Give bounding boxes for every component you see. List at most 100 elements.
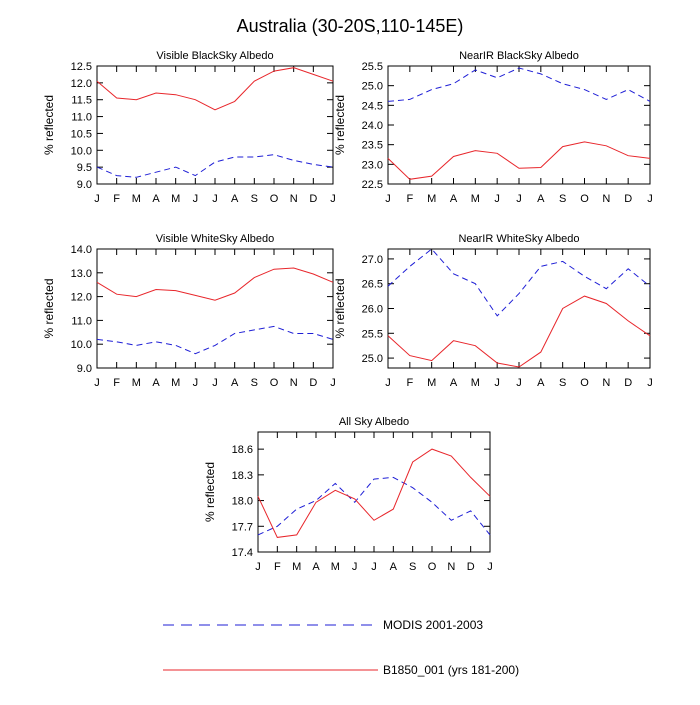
y-tick-label: 25.5 [362, 328, 383, 340]
y-axis-label: % reflected [42, 95, 56, 155]
x-tick-label: M [292, 561, 301, 573]
y-axis-label: % reflected [203, 462, 217, 522]
x-tick-label: J [516, 377, 522, 389]
x-tick-label: A [231, 193, 239, 205]
y-tick-label: 12.5 [71, 61, 92, 73]
x-tick-label: J [494, 193, 500, 205]
model-series-line [96, 267, 334, 301]
x-tick-label: A [450, 377, 458, 389]
panel-title: All Sky Albedo [339, 416, 409, 428]
y-axis-label: % reflected [333, 278, 347, 338]
x-tick-label: J [330, 377, 336, 389]
modis-series-line [387, 248, 651, 317]
x-tick-label: J [212, 193, 218, 205]
y-tick-label: 24.5 [362, 100, 383, 112]
panel-nearir-blacksky: NearIR BlackSky Albedo % reflected J F M A M J J… [333, 50, 653, 205]
y-tick-label: 9.5 [77, 162, 92, 174]
x-tick-label: N [602, 193, 610, 205]
x-tick-label: A [312, 561, 320, 573]
x-tick-label: J [487, 561, 493, 573]
y-tick-label: 11.5 [71, 95, 92, 107]
x-tick-label: J [385, 193, 391, 205]
x-tick-label: N [447, 561, 455, 573]
y-tick-label: 18.3 [232, 470, 253, 482]
x-tick-label: J [94, 193, 100, 205]
y-tick-label: 23.0 [362, 159, 383, 171]
x-tick-label: M [471, 377, 480, 389]
y-axis-label: % reflected [42, 278, 56, 338]
y-tick-label: 18.6 [232, 444, 253, 456]
plot-frame [387, 248, 651, 369]
x-tick-label: J [94, 377, 100, 389]
legend-model-label: B1850_001 (yrs 181-200) [383, 663, 519, 677]
x-tick-label: S [409, 561, 416, 573]
x-tick-label: D [624, 377, 632, 389]
x-tick-label: F [113, 377, 120, 389]
x-tick-label: M [171, 193, 180, 205]
x-tick-label: O [428, 561, 437, 573]
x-tick-label: F [406, 377, 413, 389]
x-tick-label: N [290, 193, 298, 205]
model-series-line [96, 67, 334, 111]
x-tick-label: O [580, 377, 589, 389]
y-tick-label: 22.5 [362, 179, 383, 191]
y-tick-label: 25.5 [362, 61, 383, 73]
x-tick-label: D [309, 193, 317, 205]
y-tick-label: 10.0 [71, 145, 92, 157]
x-tick-label: J [647, 377, 653, 389]
x-tick-label: J [193, 193, 199, 205]
x-tick-label: J [516, 193, 522, 205]
x-tick-label: M [331, 561, 340, 573]
x-tick-label: S [251, 377, 258, 389]
x-tick-label: D [467, 561, 475, 573]
x-tick-label: F [274, 561, 281, 573]
x-tick-label: A [450, 193, 458, 205]
y-tick-label: 25.0 [362, 353, 383, 365]
y-tick-label: 24.0 [362, 120, 383, 132]
panel-title: NearIR WhiteSky Albedo [458, 233, 579, 245]
x-tick-label: S [559, 193, 566, 205]
y-tick-label: 12.0 [71, 292, 92, 304]
y-tick-label: 17.4 [232, 547, 253, 559]
x-tick-label: M [427, 193, 436, 205]
y-tick-label: 9.0 [77, 363, 92, 375]
x-tick-label: J [647, 193, 653, 205]
y-axis-label: % reflected [333, 95, 347, 155]
x-tick-label: D [624, 193, 632, 205]
y-tick-label: 27.0 [362, 254, 383, 266]
x-tick-label: M [132, 377, 141, 389]
y-tick-label: 11.0 [71, 315, 92, 327]
y-tick-label: 25.0 [362, 81, 383, 93]
panel-nearir-whitesky: NearIR WhiteSky Albedo % reflected J F M A M J J… [333, 233, 653, 389]
x-tick-label: O [270, 193, 279, 205]
y-tick-label: 26.5 [362, 279, 383, 291]
x-tick-label: J [494, 377, 500, 389]
modis-series-line [96, 154, 334, 178]
x-tick-label: A [231, 377, 239, 389]
figure-title: Australia (30-20S,110-145E) [237, 16, 464, 36]
y-tick-label: 26.0 [362, 304, 383, 316]
legend: MODIS 2001-2003 B1850_001 (yrs 181-200) [163, 618, 519, 677]
x-tick-label: M [471, 193, 480, 205]
x-tick-label: D [309, 377, 317, 389]
x-tick-label: A [537, 377, 545, 389]
model-series-line [387, 141, 651, 180]
panel-title: Visible BlackSky Albedo [156, 50, 273, 62]
modis-series-line [96, 325, 334, 355]
y-tick-label: 18.0 [232, 496, 253, 508]
x-tick-label: J [385, 377, 391, 389]
x-tick-label: A [152, 193, 160, 205]
legend-modis-label: MODIS 2001-2003 [383, 618, 483, 632]
x-tick-label: S [251, 193, 258, 205]
model-series-line [387, 295, 651, 368]
x-tick-label: O [580, 193, 589, 205]
y-tick-label: 17.7 [232, 521, 253, 533]
x-tick-label: J [193, 377, 199, 389]
plot-frame [96, 248, 334, 369]
x-tick-label: A [537, 193, 545, 205]
x-tick-label: O [270, 377, 279, 389]
x-tick-label: J [212, 377, 218, 389]
